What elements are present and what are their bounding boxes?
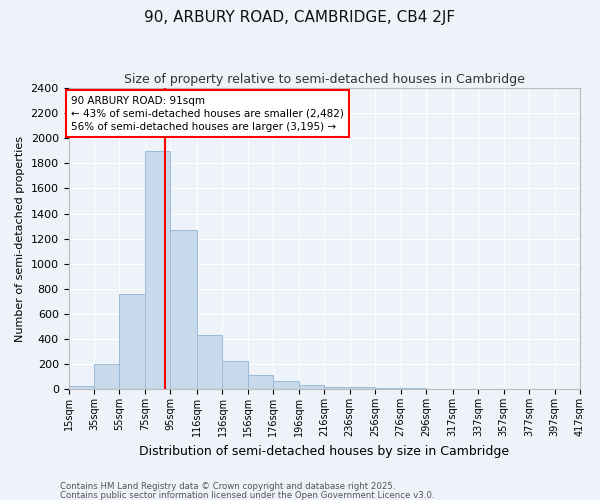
Title: Size of property relative to semi-detached houses in Cambridge: Size of property relative to semi-detach…: [124, 72, 525, 86]
Bar: [248, 376, 274, 389]
Text: 90 ARBURY ROAD: 91sqm
← 43% of semi-detached houses are smaller (2,482)
56% of s: 90 ARBURY ROAD: 91sqm ← 43% of semi-deta…: [71, 96, 344, 132]
Text: Contains HM Land Registry data © Crown copyright and database right 2025.: Contains HM Land Registry data © Crown c…: [60, 482, 395, 491]
Bar: [119, 294, 145, 389]
X-axis label: Distribution of semi-detached houses by size in Cambridge: Distribution of semi-detached houses by …: [139, 444, 509, 458]
Bar: [350, 388, 375, 389]
Bar: [197, 335, 223, 389]
Bar: [170, 230, 197, 389]
Bar: [274, 381, 299, 389]
Bar: [375, 388, 401, 389]
Text: Contains public sector information licensed under the Open Government Licence v3: Contains public sector information licen…: [60, 490, 434, 500]
Y-axis label: Number of semi-detached properties: Number of semi-detached properties: [15, 136, 25, 342]
Bar: [401, 388, 426, 389]
Bar: [426, 388, 453, 389]
Bar: [145, 151, 170, 389]
Bar: [94, 364, 119, 389]
Bar: [223, 361, 248, 389]
Bar: [299, 385, 324, 389]
Bar: [68, 386, 94, 389]
Bar: [324, 386, 350, 389]
Text: 90, ARBURY ROAD, CAMBRIDGE, CB4 2JF: 90, ARBURY ROAD, CAMBRIDGE, CB4 2JF: [145, 10, 455, 25]
